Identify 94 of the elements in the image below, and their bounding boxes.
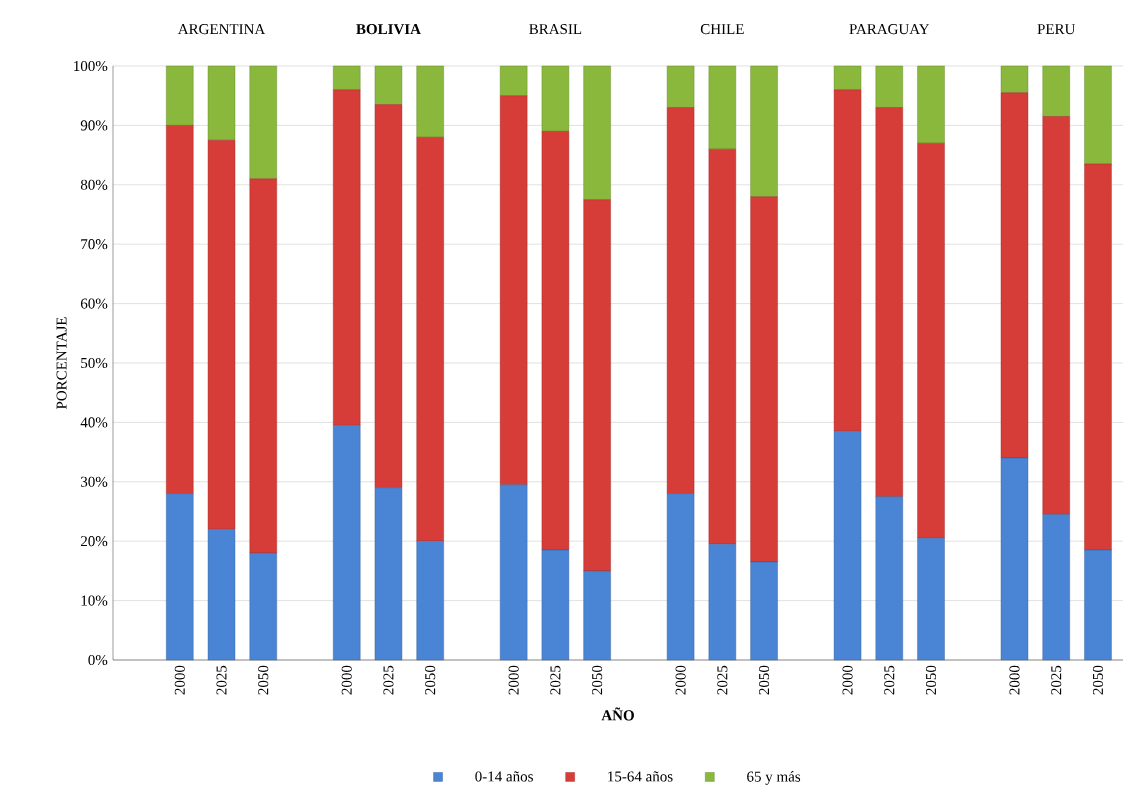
bar [666,65,695,108]
bar [708,65,737,150]
legend-label: 15-64 años [608,771,673,782]
x-axis-title: AÑO [601,707,634,721]
bar [541,549,570,661]
bar [917,143,945,539]
x-tick-label: 2000 [341,665,352,695]
x-tick-label: 2050 [759,665,770,695]
bar [833,65,862,90]
legend-label: 0-14 años [475,771,533,782]
bar [166,493,194,661]
bar [499,484,528,661]
bar [249,65,277,180]
text: CHILE [700,24,744,35]
bar [1084,549,1112,661]
bar [166,65,194,126]
bar [416,541,444,661]
x-tick-label: 2050 [925,665,937,695]
bar [333,65,361,90]
bar [750,196,778,563]
y-tick-label: 50% [81,357,108,369]
bar [708,543,737,661]
bar [1084,65,1112,165]
bar [1042,116,1070,515]
y-tick-label: 40% [80,417,108,428]
x-tick-label: 2000 [675,665,686,695]
bar [207,529,236,661]
legend-label: 65 y más [747,771,801,785]
bar [333,89,361,426]
bar [333,425,361,661]
x-tick-label: 2025 [717,665,728,695]
bar [1000,65,1029,93]
bar [374,104,403,488]
y-tick-label: 60% [80,298,108,309]
bar [583,570,611,661]
bar [917,65,945,144]
text: ARGENTINA [177,24,266,35]
x-tick-label: 2000 [508,665,519,695]
bar [875,496,903,661]
x-tick-label: 2050 [425,665,436,695]
bar [249,552,277,661]
text: PARAGUAY [849,24,930,35]
bar [666,107,695,494]
bar [750,65,778,197]
x-tick-label: 2025 [550,665,561,695]
bar [1000,457,1029,661]
y-tick-label: 80% [80,179,108,190]
x-tick-label: 2000 [1009,665,1020,695]
x-tick-label: 2025 [216,665,227,695]
y-tick-label: 20% [80,536,108,547]
bar [207,140,236,530]
bar [249,178,277,554]
bar [166,125,194,494]
bar [374,487,403,661]
x-tick-label: 2025 [884,665,895,695]
bar [833,89,862,432]
bar [1000,92,1029,459]
x-tick-label: 2050 [1092,665,1104,695]
y-tick-label: 100% [74,60,108,72]
bar [875,65,903,108]
bar [416,65,444,138]
x-tick-label: 2050 [592,665,603,695]
bar [708,148,737,545]
bar [541,65,570,132]
x-tick-label: 2025 [1051,665,1062,695]
x-tick-label: 2050 [258,665,269,695]
bar [583,65,611,200]
x-tick-label: 2000 [842,665,853,695]
bar [499,95,528,485]
bar [207,65,236,141]
text: PERU [1037,24,1076,35]
bar [750,561,778,661]
text: BRASIL [529,24,582,35]
bar [1042,65,1070,117]
bar [1042,514,1070,661]
bar [583,199,611,572]
x-tick-label: 2000 [174,665,185,695]
y-tick-label: 30% [81,476,108,487]
bar [833,431,862,661]
bar [917,538,945,661]
y-tick-label: 0% [88,654,108,666]
bar [666,493,695,661]
bar [541,131,570,551]
bar [374,65,403,105]
bar [1084,163,1112,551]
bar [875,107,903,497]
y-tick-label: 10% [81,595,108,606]
y-tick-label: 70% [81,239,108,250]
y-tick-label: 90% [80,120,108,131]
x-tick-label: 2025 [383,665,394,695]
text: BOLIVIA [356,24,421,35]
bar [499,65,528,96]
bar [416,137,444,542]
y-axis-title: PORCENTAJE [56,317,67,410]
